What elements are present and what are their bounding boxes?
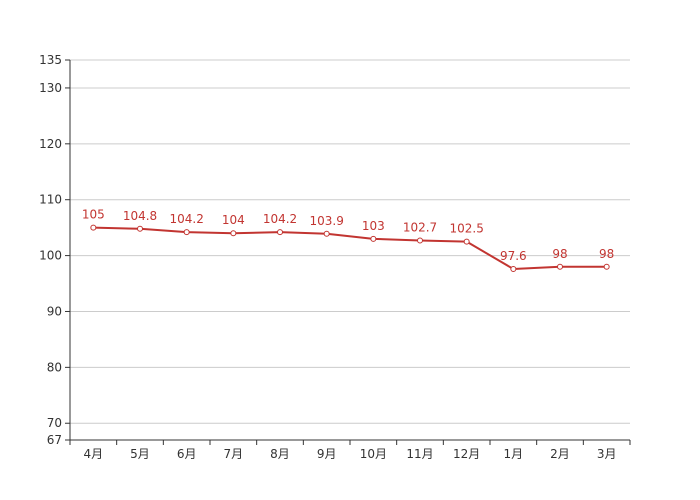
data-label: 105	[82, 208, 105, 222]
data-label: 104.2	[263, 212, 297, 226]
data-point	[277, 229, 283, 236]
data-points	[90, 224, 610, 272]
y-tick-label: 100	[39, 249, 62, 263]
data-point	[230, 230, 237, 237]
series	[93, 226, 607, 270]
x-tick-label: 9月	[317, 447, 337, 461]
y-tick-label: 130	[39, 81, 62, 95]
series-line	[93, 226, 607, 270]
data-point	[183, 229, 190, 236]
data-point	[463, 238, 470, 245]
x-tick-label: 12月	[453, 447, 480, 461]
axes	[65, 59, 631, 445]
x-tick-label: 10月	[360, 447, 387, 461]
x-tick-label: 5月	[130, 447, 150, 461]
x-tick-label: 11月	[406, 447, 433, 461]
y-tick-label: 70	[47, 416, 62, 430]
data-label: 102.7	[403, 221, 437, 235]
x-tick-label: 6月	[177, 447, 197, 461]
data-point	[90, 224, 97, 231]
y-tick-label: 80	[47, 360, 62, 374]
data-label: 103	[362, 219, 385, 233]
data-point	[417, 237, 423, 244]
data-label: 97.6	[500, 249, 527, 263]
data-point	[323, 230, 330, 237]
y-tick-label: 110	[39, 193, 62, 207]
y-axis-labels: 67 70 80 90 100 110 120 130 135	[39, 53, 62, 447]
y-tick-label: 90	[47, 304, 62, 318]
y-tick-label: 135	[39, 53, 62, 67]
x-tick-label: 1月	[504, 447, 524, 461]
data-point	[510, 266, 517, 272]
x-tick-label: 3月	[597, 447, 617, 461]
data-point	[557, 263, 563, 270]
x-tick-label: 7月	[224, 447, 244, 461]
x-tick-label: 4月	[84, 447, 104, 461]
data-label: 98	[552, 247, 567, 261]
data-label: 104	[222, 213, 245, 227]
x-tick-label: 2月	[550, 447, 570, 461]
data-point	[603, 263, 610, 270]
y-tick-label: 67	[47, 433, 62, 447]
data-label: 104.2	[169, 212, 203, 226]
x-tick-label: 8月	[270, 447, 290, 461]
data-label: 104.8	[123, 209, 157, 223]
data-point	[370, 235, 377, 242]
y-tick-label: 120	[39, 137, 62, 151]
data-point	[137, 225, 143, 232]
data-labels: 105 104.8 104.2 104 104.2 103.9 103 102.7 102.5 9…	[82, 208, 614, 263]
data-label: 102.5	[449, 222, 483, 236]
grid	[70, 59, 630, 424]
x-axis-labels: 4月 5月 6月 7月 8月 9月 10月 11月 12月 1月 2月 3月	[84, 447, 617, 461]
data-label: 98	[599, 247, 614, 261]
data-label: 103.9	[309, 214, 343, 228]
